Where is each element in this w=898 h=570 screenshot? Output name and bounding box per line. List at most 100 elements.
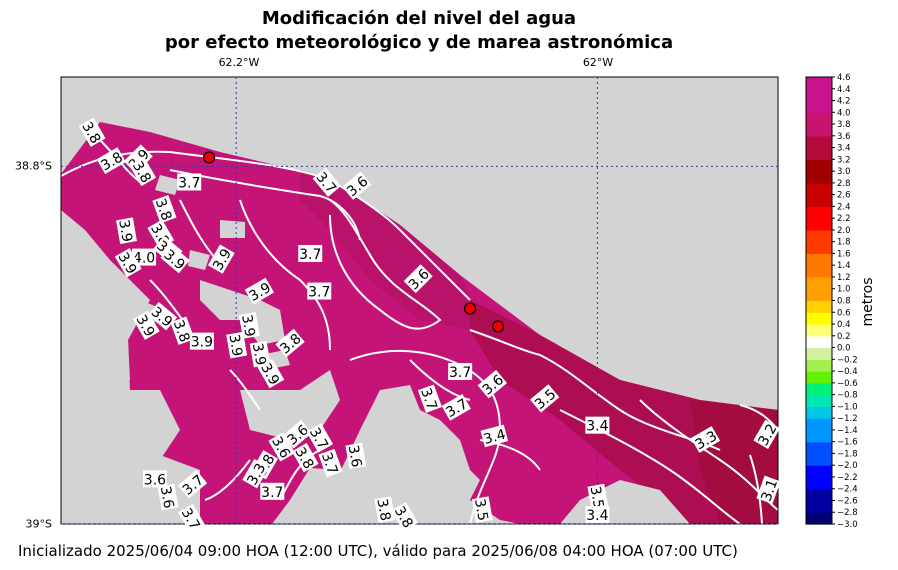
land-patch bbox=[61, 240, 130, 380]
colorbar-segment bbox=[806, 347, 832, 355]
contour-label-bg bbox=[403, 264, 433, 294]
colorbar-segment bbox=[806, 400, 832, 407]
colorbar-tick-label: 2.8 bbox=[837, 179, 851, 189]
colorbar-segment bbox=[806, 282, 832, 290]
contour-label-bg bbox=[157, 483, 179, 511]
colorbar-segment bbox=[806, 406, 832, 413]
contour-label-bg bbox=[342, 171, 372, 200]
contour-label: 3.8 bbox=[152, 194, 177, 224]
contour-label-bg bbox=[238, 312, 260, 339]
contour-label-bg bbox=[345, 442, 367, 470]
contour-label-bg bbox=[312, 167, 342, 197]
colorbar-segment bbox=[806, 159, 832, 166]
colorbar-segment bbox=[806, 112, 832, 119]
land-patch bbox=[200, 280, 285, 345]
land-patch bbox=[155, 175, 180, 195]
colorbar-tick-label: 3.2 bbox=[837, 155, 851, 165]
contour-label-bg bbox=[142, 470, 167, 488]
contour-label: 3.5 bbox=[471, 496, 493, 523]
chart-title-line2: por efecto meteorológico y de marea astr… bbox=[164, 32, 674, 53]
contour-label: 3.6 bbox=[345, 442, 367, 470]
contour-label: 3.7 bbox=[417, 384, 442, 413]
colorbar-segment bbox=[806, 224, 832, 231]
land-patch bbox=[61, 390, 180, 524]
contour-label-bg bbox=[480, 424, 509, 448]
contour-label-text: 3.4 bbox=[482, 427, 508, 448]
contour-label-text: 3.7 bbox=[178, 175, 200, 191]
contour-label-bg bbox=[477, 369, 507, 399]
contour-label-bg bbox=[530, 384, 560, 413]
colorbar-segment bbox=[806, 188, 832, 196]
contour-label-bg bbox=[585, 416, 610, 434]
colorbar-segment bbox=[806, 77, 832, 84]
contour-label: 3.9 bbox=[207, 244, 235, 274]
colorbar-segment bbox=[806, 206, 832, 213]
colorbar-segment bbox=[806, 229, 832, 237]
contour-label-text: 3.7 bbox=[318, 450, 341, 476]
contour-label-text: 3.6 bbox=[345, 444, 365, 469]
contour-label-bg bbox=[226, 331, 248, 359]
colorbar-segment bbox=[806, 306, 832, 313]
contour-label-text: 3.9 bbox=[115, 219, 135, 244]
colorbar-segment bbox=[806, 512, 832, 519]
lon-tick-label-62.2W: 62.2°W bbox=[218, 56, 260, 69]
contour-label-text: 3.6 bbox=[157, 485, 177, 510]
contour-label-bg bbox=[249, 340, 271, 368]
contour-label-bg bbox=[587, 483, 609, 511]
colorbar-tick-label: 1.6 bbox=[837, 249, 851, 259]
colorbar-tick-label: −2.2 bbox=[837, 473, 858, 483]
colorbar-tick-label: 4.2 bbox=[837, 97, 851, 107]
contour-label-bg bbox=[448, 363, 473, 381]
colorbar-segment bbox=[806, 294, 832, 302]
colorbar-tick-label: −2.4 bbox=[837, 485, 858, 495]
colorbar-segment bbox=[806, 329, 832, 337]
contour-label-bg bbox=[170, 316, 195, 345]
colorbar-segment bbox=[806, 106, 832, 113]
colorbar-segment bbox=[806, 453, 832, 460]
contour-label-bg bbox=[268, 432, 296, 462]
colorbar-tick-label: −1.2 bbox=[837, 414, 858, 424]
colorbar-tick-label: −0.2 bbox=[837, 355, 858, 365]
colorbar-tick-label: 2.2 bbox=[837, 214, 851, 224]
colorbar-segment bbox=[806, 235, 832, 243]
contour-label-bg bbox=[132, 310, 160, 340]
contour-label-bg bbox=[114, 248, 142, 278]
contour-label: 3.7 bbox=[177, 173, 202, 191]
contour-label-bg bbox=[374, 496, 396, 523]
colorbar-segment bbox=[806, 182, 832, 190]
chart-title-line1: Modificación del nivel del agua bbox=[261, 8, 577, 29]
colorbar-tick-label: 0.0 bbox=[837, 344, 851, 354]
land-patch bbox=[341, 385, 520, 524]
colorbar-tick-label: 0.6 bbox=[837, 308, 851, 318]
colorbar-segment bbox=[806, 382, 832, 390]
land-patch bbox=[188, 250, 210, 270]
colorbar-segment bbox=[806, 82, 832, 90]
contour-label-bg bbox=[318, 448, 343, 478]
contour-label-bg bbox=[177, 470, 208, 499]
contour-label-bg bbox=[307, 282, 332, 300]
contour-label-text: 3.9 bbox=[249, 342, 269, 367]
lat-tick-label-39S: 39°S bbox=[25, 517, 52, 531]
colorbar-segment bbox=[806, 506, 832, 513]
colorbar-tick-label: 2.4 bbox=[837, 202, 851, 212]
colorbar-tick-label: 2.6 bbox=[837, 191, 851, 201]
contour-label-bg bbox=[257, 358, 285, 389]
colorbar-segment bbox=[806, 100, 832, 108]
contour-label-bg bbox=[391, 501, 418, 532]
colorbar-segment bbox=[806, 165, 832, 172]
colorbar-segment bbox=[806, 371, 832, 378]
contour-label-bg bbox=[132, 248, 157, 266]
contour-label-bg bbox=[690, 426, 721, 453]
colorbar-segment bbox=[806, 288, 832, 296]
colorbar-tick-label: 3.8 bbox=[837, 120, 851, 130]
colorbar-segment bbox=[806, 429, 832, 437]
contour-label-bg bbox=[275, 328, 305, 358]
colorbar-segment bbox=[806, 153, 832, 160]
colorbar-segment bbox=[806, 94, 832, 102]
colorbar-segment bbox=[806, 418, 832, 425]
contour-label-text: 3.6 bbox=[144, 472, 166, 488]
contour-label-bg bbox=[417, 384, 442, 413]
contour-label-bg bbox=[298, 245, 323, 263]
contour-label: 3.1 bbox=[756, 475, 781, 505]
contour-label-bg bbox=[260, 482, 285, 500]
